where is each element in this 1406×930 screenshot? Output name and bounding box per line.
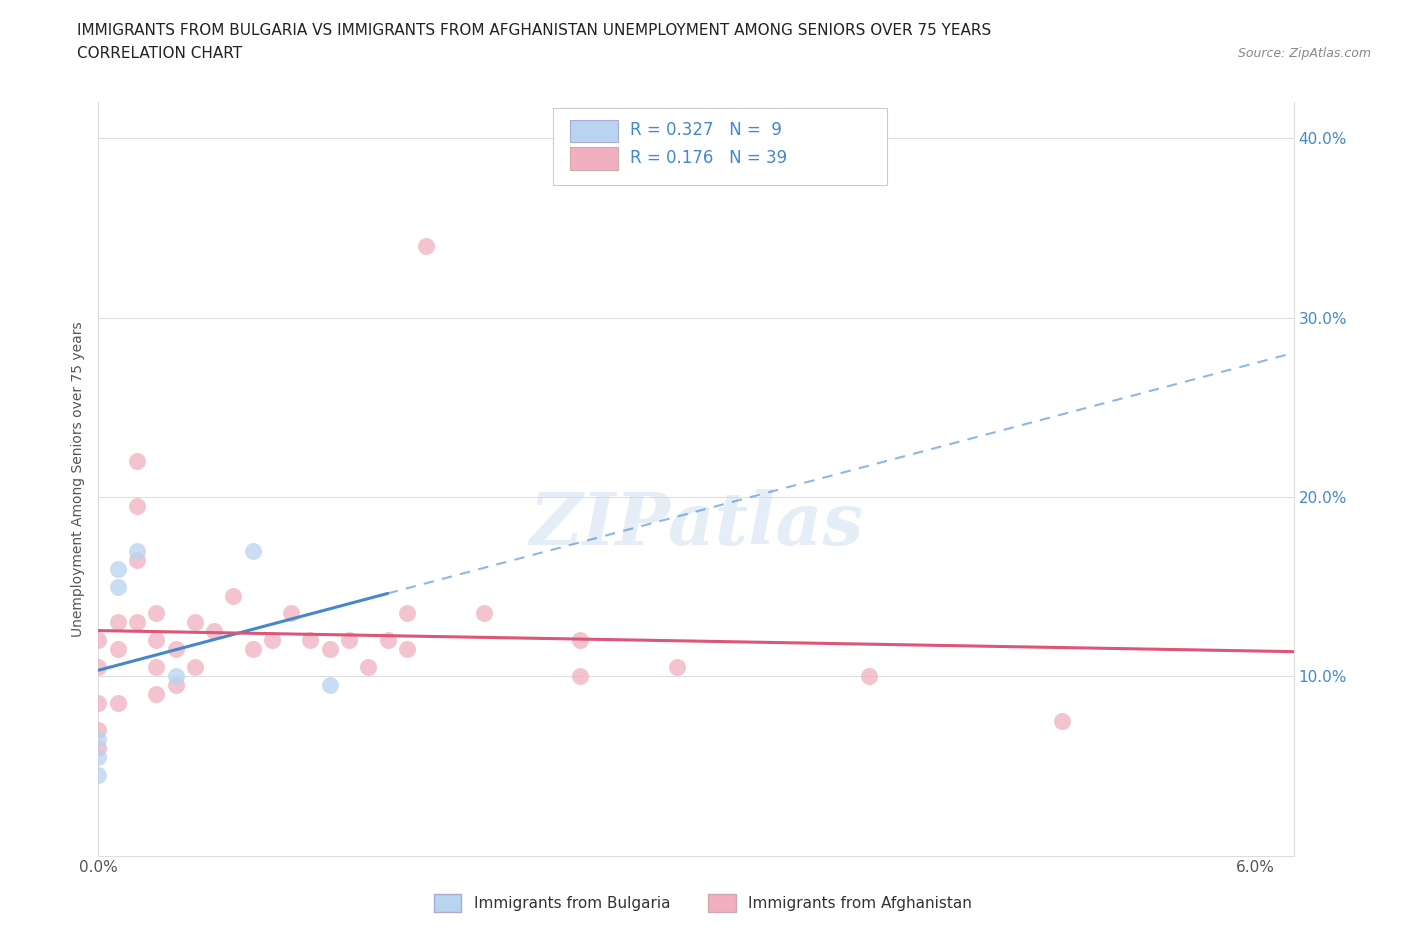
Point [1050,713,1073,728]
Point [165,678,187,693]
Point [107,696,129,711]
Point [107,579,129,594]
Point [145,660,167,675]
Point [125,498,148,513]
Point [125,454,148,469]
Point [319,678,342,693]
Point [145,606,167,621]
Text: Source: ZipAtlas.com: Source: ZipAtlas.com [1237,46,1371,60]
Point [260,633,283,648]
Point [337,633,360,648]
FancyBboxPatch shape [553,108,887,185]
Point [165,642,187,657]
Point [87,740,110,755]
Point [319,642,342,657]
Point [242,543,264,558]
Point [472,606,495,621]
Point [107,561,129,576]
FancyBboxPatch shape [571,120,619,142]
Point [165,669,187,684]
Point [87,767,110,782]
Point [569,633,592,648]
Point [665,660,688,675]
Point [87,732,110,747]
Point [242,642,264,657]
Point [125,552,148,567]
Text: CORRELATION CHART: CORRELATION CHART [77,46,242,61]
Point [125,543,148,558]
Point [395,642,418,657]
Point [280,606,302,621]
Point [184,615,207,630]
Point [125,615,148,630]
Point [87,750,110,764]
Legend: Immigrants from Bulgaria, Immigrants from Afghanistan: Immigrants from Bulgaria, Immigrants fro… [427,888,979,918]
Point [145,686,167,701]
Text: R = 0.327   N =  9: R = 0.327 N = 9 [630,121,782,140]
Point [357,660,380,675]
Point [87,633,110,648]
Point [87,660,110,675]
Point [202,624,225,639]
Text: ZIPatlas: ZIPatlas [529,488,863,560]
Text: IMMIGRANTS FROM BULGARIA VS IMMIGRANTS FROM AFGHANISTAN UNEMPLOYMENT AMONG SENIO: IMMIGRANTS FROM BULGARIA VS IMMIGRANTS F… [77,23,991,38]
Point [222,588,245,603]
Point [107,615,129,630]
Point [858,669,880,684]
Point [87,723,110,737]
Point [145,633,167,648]
FancyBboxPatch shape [571,148,619,170]
Point [299,633,322,648]
Point [184,660,207,675]
Point [415,238,437,253]
Point [377,633,399,648]
Point [395,606,418,621]
Y-axis label: Unemployment Among Seniors over 75 years: Unemployment Among Seniors over 75 years [72,321,86,637]
Text: R = 0.176   N = 39: R = 0.176 N = 39 [630,149,787,167]
Point [569,669,592,684]
Point [87,696,110,711]
Point [107,642,129,657]
